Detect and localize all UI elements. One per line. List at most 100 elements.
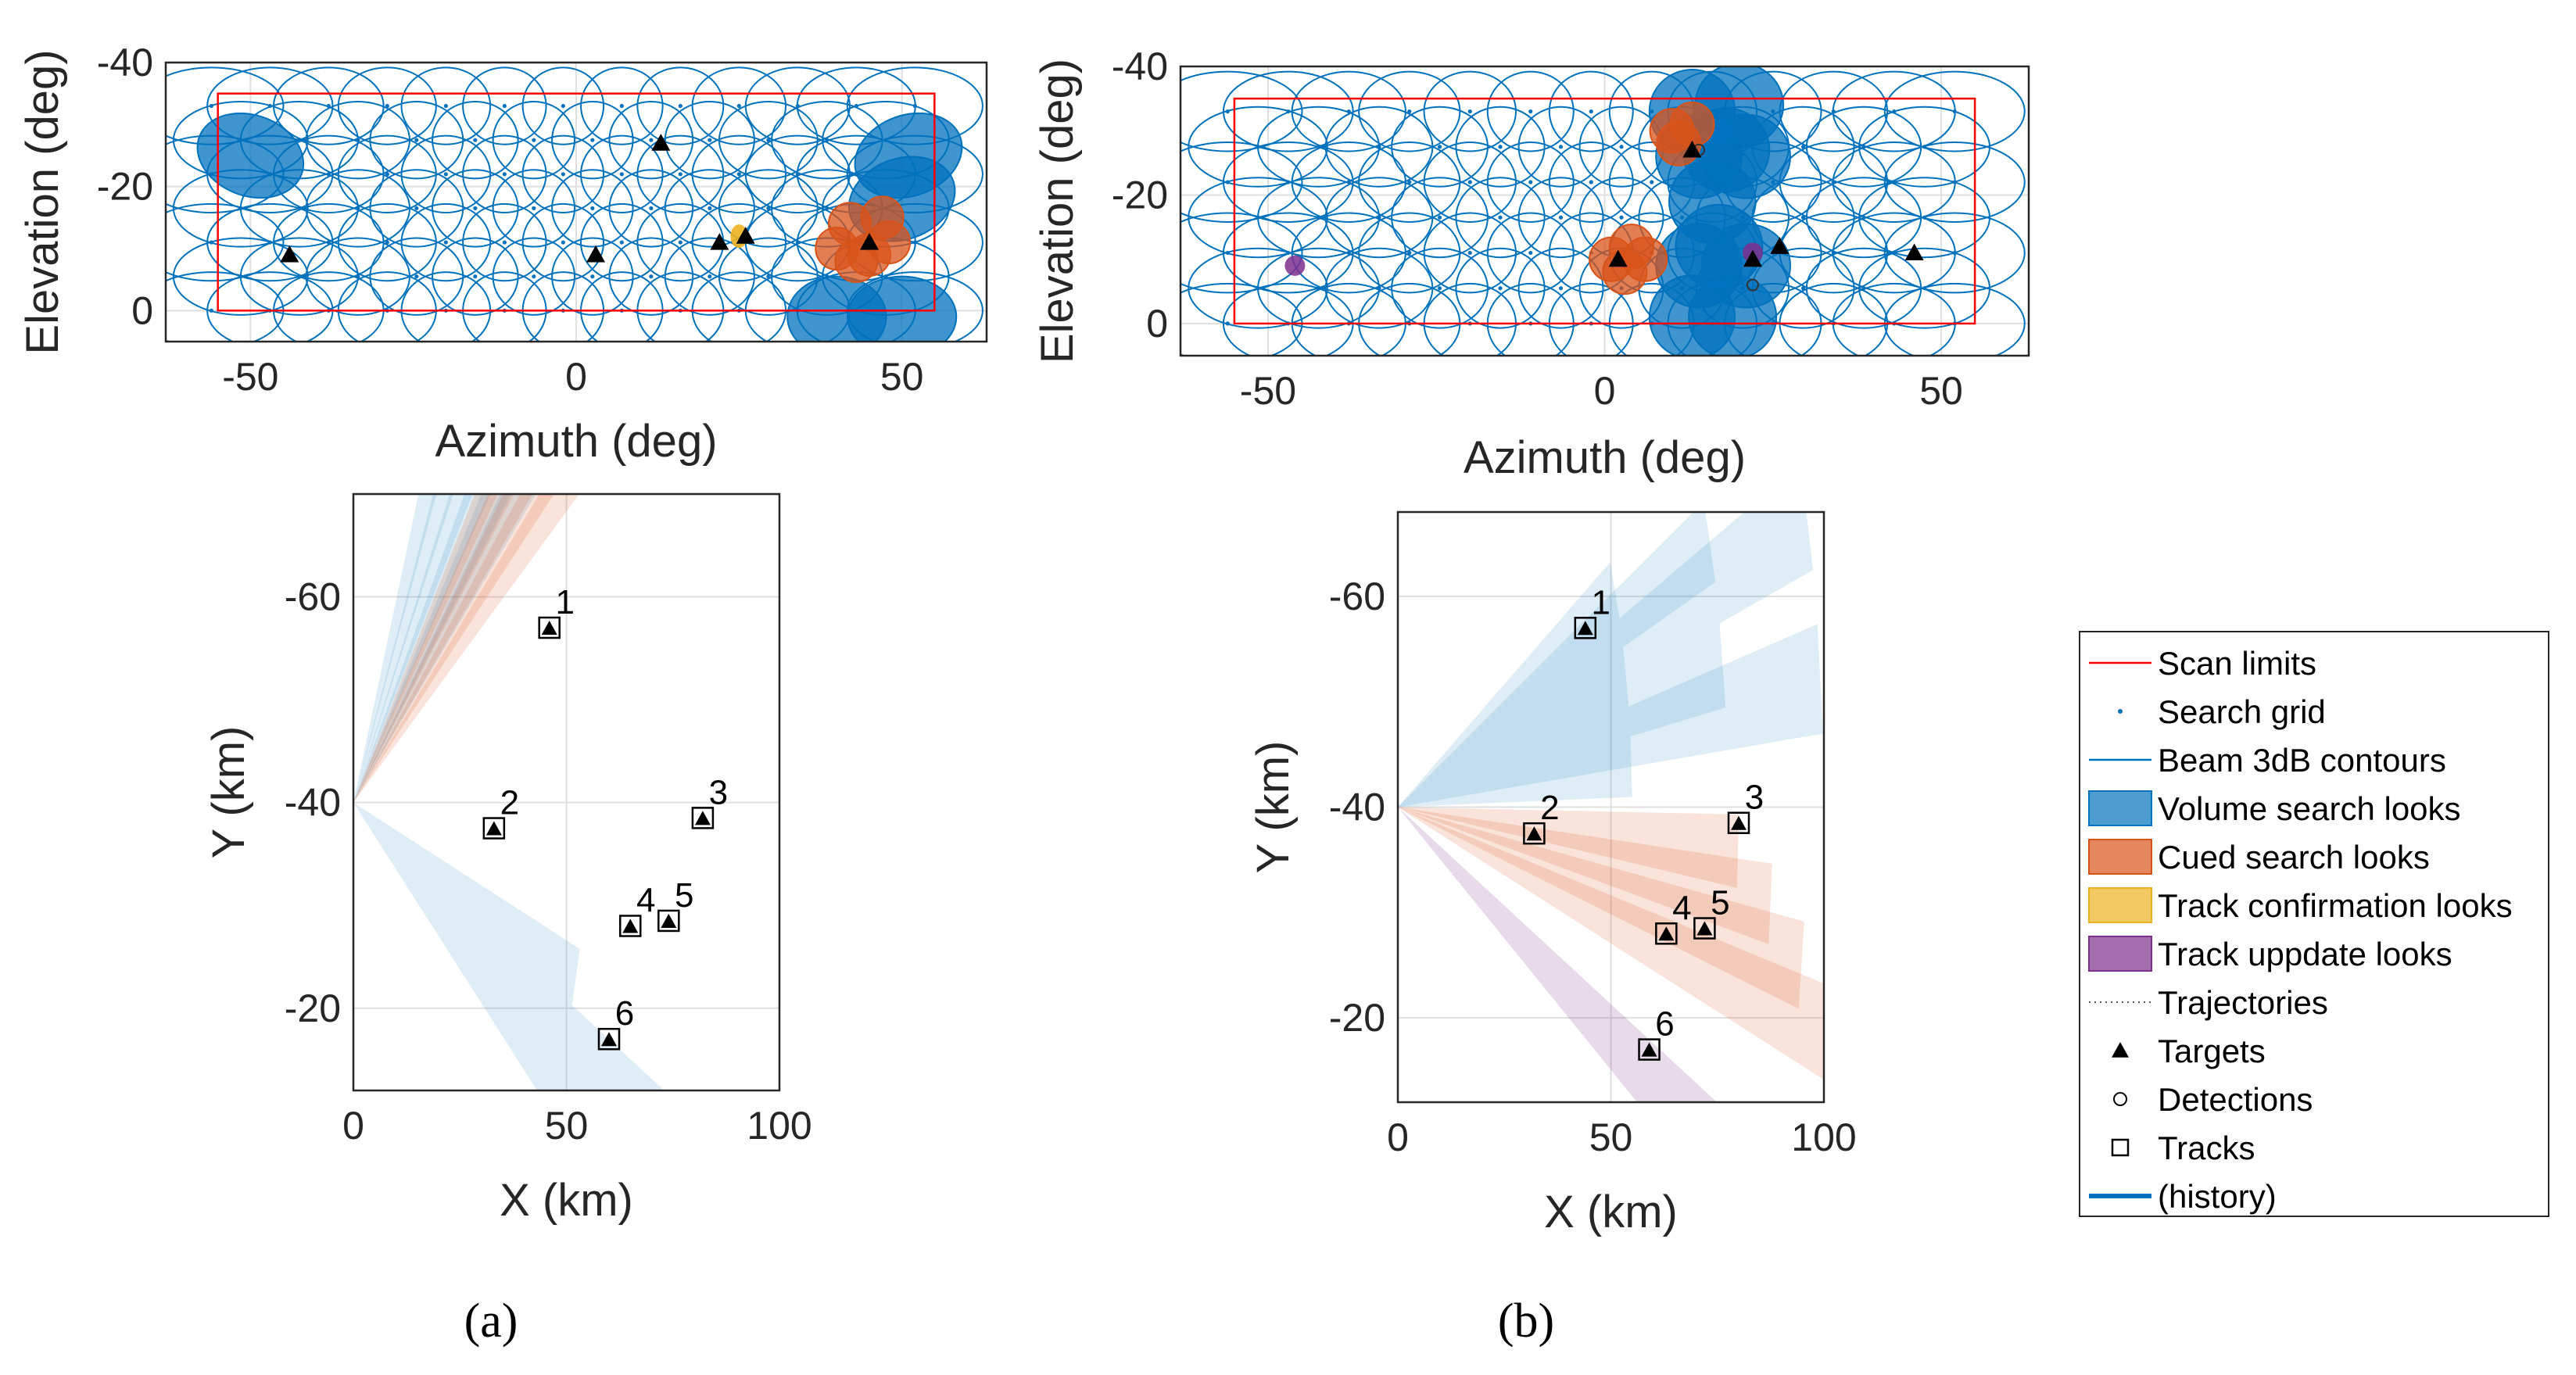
volume-search-beam: [1398, 647, 1629, 807]
track-marker: [482, 817, 506, 840]
x-axis-label: X (km): [500, 1175, 633, 1226]
beam-3db-contour: [1548, 70, 1634, 152]
target-marker: [710, 233, 729, 250]
beam-3db-contour: [1548, 141, 1634, 223]
beam-3db-contour: [369, 237, 464, 316]
cued-search-beam: [1398, 807, 1739, 888]
x-axis-label: Azimuth (deg): [435, 416, 717, 467]
search-grid-point: [649, 138, 654, 142]
beam-3db-contour: [1188, 247, 1328, 329]
search-grid-point: [209, 103, 213, 109]
volume-search-beam: [1398, 512, 1814, 807]
search-grid-point: [1407, 109, 1412, 114]
search-grid-point: [532, 206, 536, 211]
cued-search-beam: [1398, 807, 1772, 944]
cued-search-look: [1649, 108, 1695, 154]
target-marker: [694, 811, 711, 825]
search-grid-point: [502, 172, 507, 177]
cued-search-beam: [1398, 807, 1824, 1080]
beam-3db-contour: [1181, 212, 1303, 294]
beam-3db-contour: [337, 66, 437, 145]
search-grid-point: [736, 172, 741, 177]
target-marker: [1526, 826, 1542, 841]
beam-3db-contour: [1486, 141, 1575, 223]
y-tick-label: 0: [1146, 302, 1168, 346]
search-grid-point: [561, 240, 565, 245]
search-grid-point: [561, 103, 565, 109]
search-grid-point: [1558, 286, 1564, 291]
beam-3db-contour: [1181, 141, 1303, 223]
legend-icon-triangle: [2112, 1042, 2129, 1058]
legend-label: Track uppdate looks: [2158, 936, 2452, 972]
track-label: 3: [709, 773, 728, 811]
search-grid-point: [736, 103, 741, 109]
track-label: 4: [1672, 889, 1691, 927]
y-tick-label: -40: [1329, 786, 1385, 829]
beam-3db-contour: [1517, 106, 1604, 188]
beam-3db-contour: [369, 169, 464, 248]
track-label: 3: [1745, 779, 1764, 817]
target-marker: [1696, 921, 1713, 936]
beam-3db-contour: [551, 237, 634, 316]
beam-3db-contour: [400, 134, 492, 213]
beam-3db-contour: [1391, 247, 1489, 329]
plot-area: 1 2 3 4 5 6: [353, 494, 728, 1090]
search-grid-point: [708, 274, 712, 279]
search-grid-point: [1407, 180, 1412, 184]
search-grid-point: [443, 103, 448, 109]
search-grid-point: [1650, 180, 1654, 184]
x-axis-label: Azimuth (deg): [1464, 432, 1746, 483]
beam-3db-contour: [608, 100, 694, 180]
y-axis-label: Y (km): [203, 726, 254, 859]
caption-a: (a): [464, 1294, 518, 1348]
y-tick-label: -20: [1329, 996, 1385, 1040]
volume-search-beam: [1398, 512, 1716, 807]
plot-area: 1 2 3 4 5 6: [1398, 512, 1824, 1102]
search-grid-point: [1437, 215, 1442, 220]
search-grid-point: [1467, 180, 1472, 184]
axes-border: [164, 61, 988, 343]
beam-3db-contour: [521, 202, 605, 282]
search-grid-point: [1619, 145, 1624, 149]
y-tick-label: -20: [1112, 173, 1168, 217]
beam-3db-contour: [492, 100, 576, 180]
x-tick-label: 50: [545, 1104, 589, 1148]
legend-label: Trajectories: [2158, 984, 2328, 1021]
legend-icon-square: [2111, 1138, 2130, 1157]
beam-3db-contour: [1423, 141, 1517, 223]
beam-3db-contour: [691, 134, 787, 213]
target-marker: [601, 1032, 617, 1047]
search-grid-point: [473, 274, 478, 279]
search-grid-point: [1528, 180, 1533, 184]
search-grid-point: [1498, 145, 1503, 149]
legend-label: Search grid: [2158, 693, 2326, 730]
beam-3db-contour: [462, 202, 547, 282]
track-marker: [538, 616, 561, 639]
beam-3db-contour: [521, 134, 605, 213]
track-label: 1: [1592, 583, 1610, 621]
search-grid-point: [1498, 286, 1503, 291]
search-grid-point: [502, 240, 507, 245]
beam-3db-contour: [608, 169, 694, 248]
beam-3db-contour: [1222, 70, 1354, 152]
x-tick-label: 0: [1387, 1115, 1409, 1159]
search-grid-point: [590, 206, 595, 211]
search-grid-point: [473, 206, 478, 211]
y-axis-label: Elevation (deg): [1032, 59, 1083, 363]
x-tick-label: 100: [1791, 1115, 1856, 1159]
legend-box: [2079, 631, 2549, 1217]
axes-border: [1179, 65, 2030, 357]
beam-3db-contour: [492, 169, 576, 248]
panel-a-top-azel-plot: -50 0 50 -40 -20 0 Azimuth (deg) Elevation (deg…: [17, 41, 988, 467]
beam-3db-contour: [462, 134, 547, 213]
y-tick-label: -20: [285, 986, 341, 1030]
search-grid-point: [678, 240, 683, 245]
search-grid-point: [619, 103, 624, 109]
volume-search-look: [847, 275, 958, 342]
track-marker: [1655, 922, 1678, 945]
plot-area: [1181, 66, 2026, 356]
target-marker: [1682, 140, 1702, 158]
beam-3db-contour: [551, 169, 634, 248]
legend-icon-circle: [2113, 1092, 2127, 1106]
search-grid-point: [619, 240, 624, 245]
